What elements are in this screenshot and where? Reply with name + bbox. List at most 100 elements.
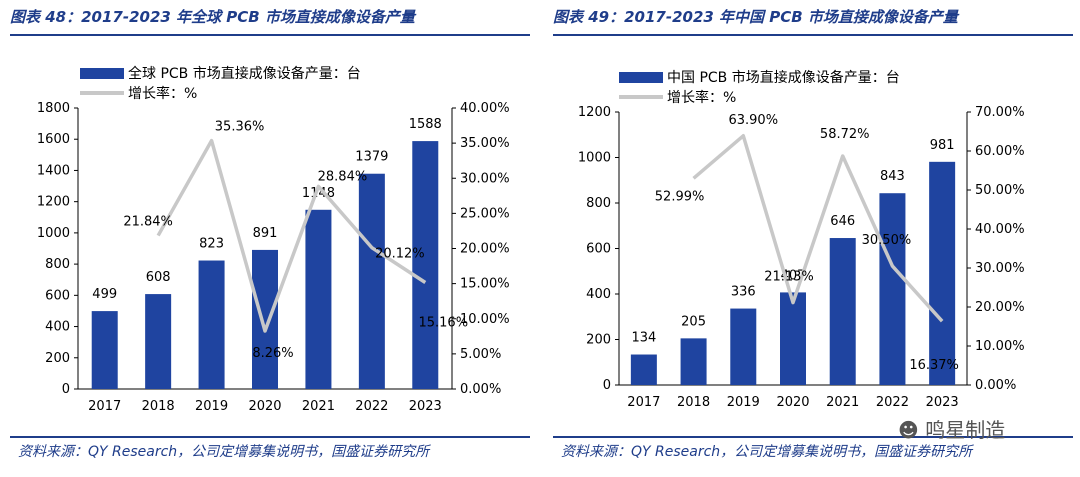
bar bbox=[680, 338, 707, 385]
x-tick-label: 2022 bbox=[355, 399, 388, 414]
y-tick-label: 1600 bbox=[37, 132, 70, 147]
bar bbox=[730, 308, 757, 385]
bar bbox=[198, 260, 225, 389]
growth-rate-label: 21.84% bbox=[123, 215, 173, 230]
growth-rate-label: 35.36% bbox=[215, 120, 265, 135]
source-rule bbox=[10, 436, 530, 438]
wechat-icon: ☻ bbox=[898, 418, 919, 442]
growth-rate-line bbox=[156, 138, 427, 333]
growth-rate-label: 21.13% bbox=[764, 270, 814, 285]
legend-line-label: 增长率：% bbox=[667, 89, 736, 106]
y2-tick-label: 20.00% bbox=[975, 300, 1025, 315]
y2-tick-label: 40.00% bbox=[460, 101, 510, 116]
y-tick-label: 1400 bbox=[37, 163, 70, 178]
source-note: 资料来源：QY Research，公司定增募集说明书，国盛证券研究所 bbox=[18, 444, 430, 460]
source-note: 资料来源：QY Research，公司定增募集说明书，国盛证券研究所 bbox=[561, 444, 973, 460]
legend-bar-swatch bbox=[619, 72, 663, 83]
y-tick-label: 600 bbox=[45, 288, 70, 303]
bar-value-label: 981 bbox=[930, 138, 955, 153]
x-tick-label: 2020 bbox=[248, 399, 281, 414]
bar-value-label: 336 bbox=[731, 285, 756, 300]
bar bbox=[252, 249, 278, 389]
x-tick-label: 2018 bbox=[142, 399, 175, 414]
x-tick-label: 2019 bbox=[195, 399, 228, 414]
bar-value-label: 1588 bbox=[409, 117, 442, 132]
title-rule bbox=[553, 34, 1073, 36]
chart-panel-global: 图表 48：2017-2023 年全球 PCB 市场直接成像设备产量 全球 PC… bbox=[10, 0, 530, 477]
growth-rate-label: 16.37% bbox=[909, 358, 959, 373]
x-tick-label: 2017 bbox=[627, 395, 660, 410]
y-tick-label: 0 bbox=[62, 382, 70, 397]
bar-value-label: 134 bbox=[631, 331, 656, 346]
chart-panel-china: 图表 49：2017-2023 年中国 PCB 市场直接成像设备产量 中国 PC… bbox=[553, 0, 1073, 477]
y-tick-label: 400 bbox=[586, 287, 611, 302]
bar-value-label: 843 bbox=[880, 169, 905, 184]
growth-rate-label: 63.90% bbox=[728, 113, 778, 128]
legend-bar-label: 全球 PCB 市场直接成像设备产量：台 bbox=[128, 65, 361, 82]
bar bbox=[91, 311, 118, 389]
legend-line-label: 增长率：% bbox=[128, 85, 197, 102]
y-tick-label: 0 bbox=[603, 378, 611, 393]
x-tick-label: 2023 bbox=[409, 399, 442, 414]
bar bbox=[780, 292, 806, 385]
figure-title: 图表 48：2017-2023 年全球 PCB 市场直接成像设备产量 bbox=[10, 8, 415, 26]
y2-tick-label: 35.00% bbox=[460, 136, 510, 151]
y2-tick-label: 10.00% bbox=[975, 339, 1025, 354]
y-tick-label: 200 bbox=[45, 351, 70, 366]
bar bbox=[829, 238, 856, 385]
title-rule bbox=[10, 34, 530, 36]
growth-rate-label: 28.84% bbox=[318, 169, 368, 184]
growth-rate-label: 8.26% bbox=[252, 346, 293, 361]
growth-rate-label: 30.50% bbox=[862, 233, 912, 248]
y-tick-label: 1200 bbox=[37, 195, 70, 210]
bar bbox=[929, 161, 956, 385]
growth-rate-label: 20.12% bbox=[375, 247, 425, 262]
x-tick-label: 2021 bbox=[302, 399, 335, 414]
bar bbox=[358, 173, 385, 389]
y2-tick-label: 70.00% bbox=[975, 105, 1025, 120]
y-tick-label: 400 bbox=[45, 320, 70, 335]
y-tick-label: 600 bbox=[586, 242, 611, 257]
y-tick-label: 1000 bbox=[37, 226, 70, 241]
x-tick-label: 2023 bbox=[926, 395, 959, 410]
y2-tick-label: 40.00% bbox=[975, 222, 1025, 237]
x-tick-label: 2021 bbox=[826, 395, 859, 410]
watermark-logo: ☻ 鸣星制造 bbox=[898, 414, 1005, 443]
figure-title: 图表 49：2017-2023 年中国 PCB 市场直接成像设备产量 bbox=[553, 8, 958, 26]
legend-bar-swatch bbox=[80, 68, 124, 79]
x-tick-label: 2018 bbox=[677, 395, 710, 410]
growth-rate-label: 15.16% bbox=[418, 316, 468, 331]
bar bbox=[879, 193, 906, 385]
y-tick-label: 1200 bbox=[578, 105, 611, 120]
x-tick-label: 2019 bbox=[727, 395, 760, 410]
y2-tick-label: 25.00% bbox=[460, 206, 510, 221]
x-tick-label: 2020 bbox=[776, 395, 809, 410]
bar bbox=[145, 294, 172, 389]
bar bbox=[630, 354, 657, 385]
x-tick-label: 2022 bbox=[876, 395, 909, 410]
y2-tick-label: 0.00% bbox=[460, 382, 501, 397]
y2-tick-label: 60.00% bbox=[975, 144, 1025, 159]
y2-tick-label: 5.00% bbox=[460, 347, 501, 362]
y2-tick-label: 15.00% bbox=[460, 277, 510, 292]
y2-tick-label: 30.00% bbox=[975, 261, 1025, 276]
growth-rate-label: 58.72% bbox=[820, 127, 870, 142]
x-tick-label: 2017 bbox=[88, 399, 121, 414]
y-tick-label: 200 bbox=[586, 333, 611, 348]
bar bbox=[305, 209, 332, 389]
y-tick-label: 800 bbox=[45, 257, 70, 272]
growth-rate-label: 52.99% bbox=[655, 189, 705, 204]
bar-value-label: 205 bbox=[681, 314, 706, 329]
bar-value-label: 499 bbox=[92, 287, 117, 302]
bar-value-label: 1379 bbox=[355, 150, 388, 165]
y-tick-label: 800 bbox=[586, 196, 611, 211]
y2-tick-label: 50.00% bbox=[975, 183, 1025, 198]
y-tick-label: 1800 bbox=[37, 101, 70, 116]
source-rule bbox=[553, 436, 1073, 438]
growth-rate-line bbox=[692, 134, 944, 323]
y2-tick-label: 0.00% bbox=[975, 378, 1016, 393]
watermark-text: 鸣星制造 bbox=[925, 418, 1006, 442]
y-tick-label: 1000 bbox=[578, 151, 611, 166]
